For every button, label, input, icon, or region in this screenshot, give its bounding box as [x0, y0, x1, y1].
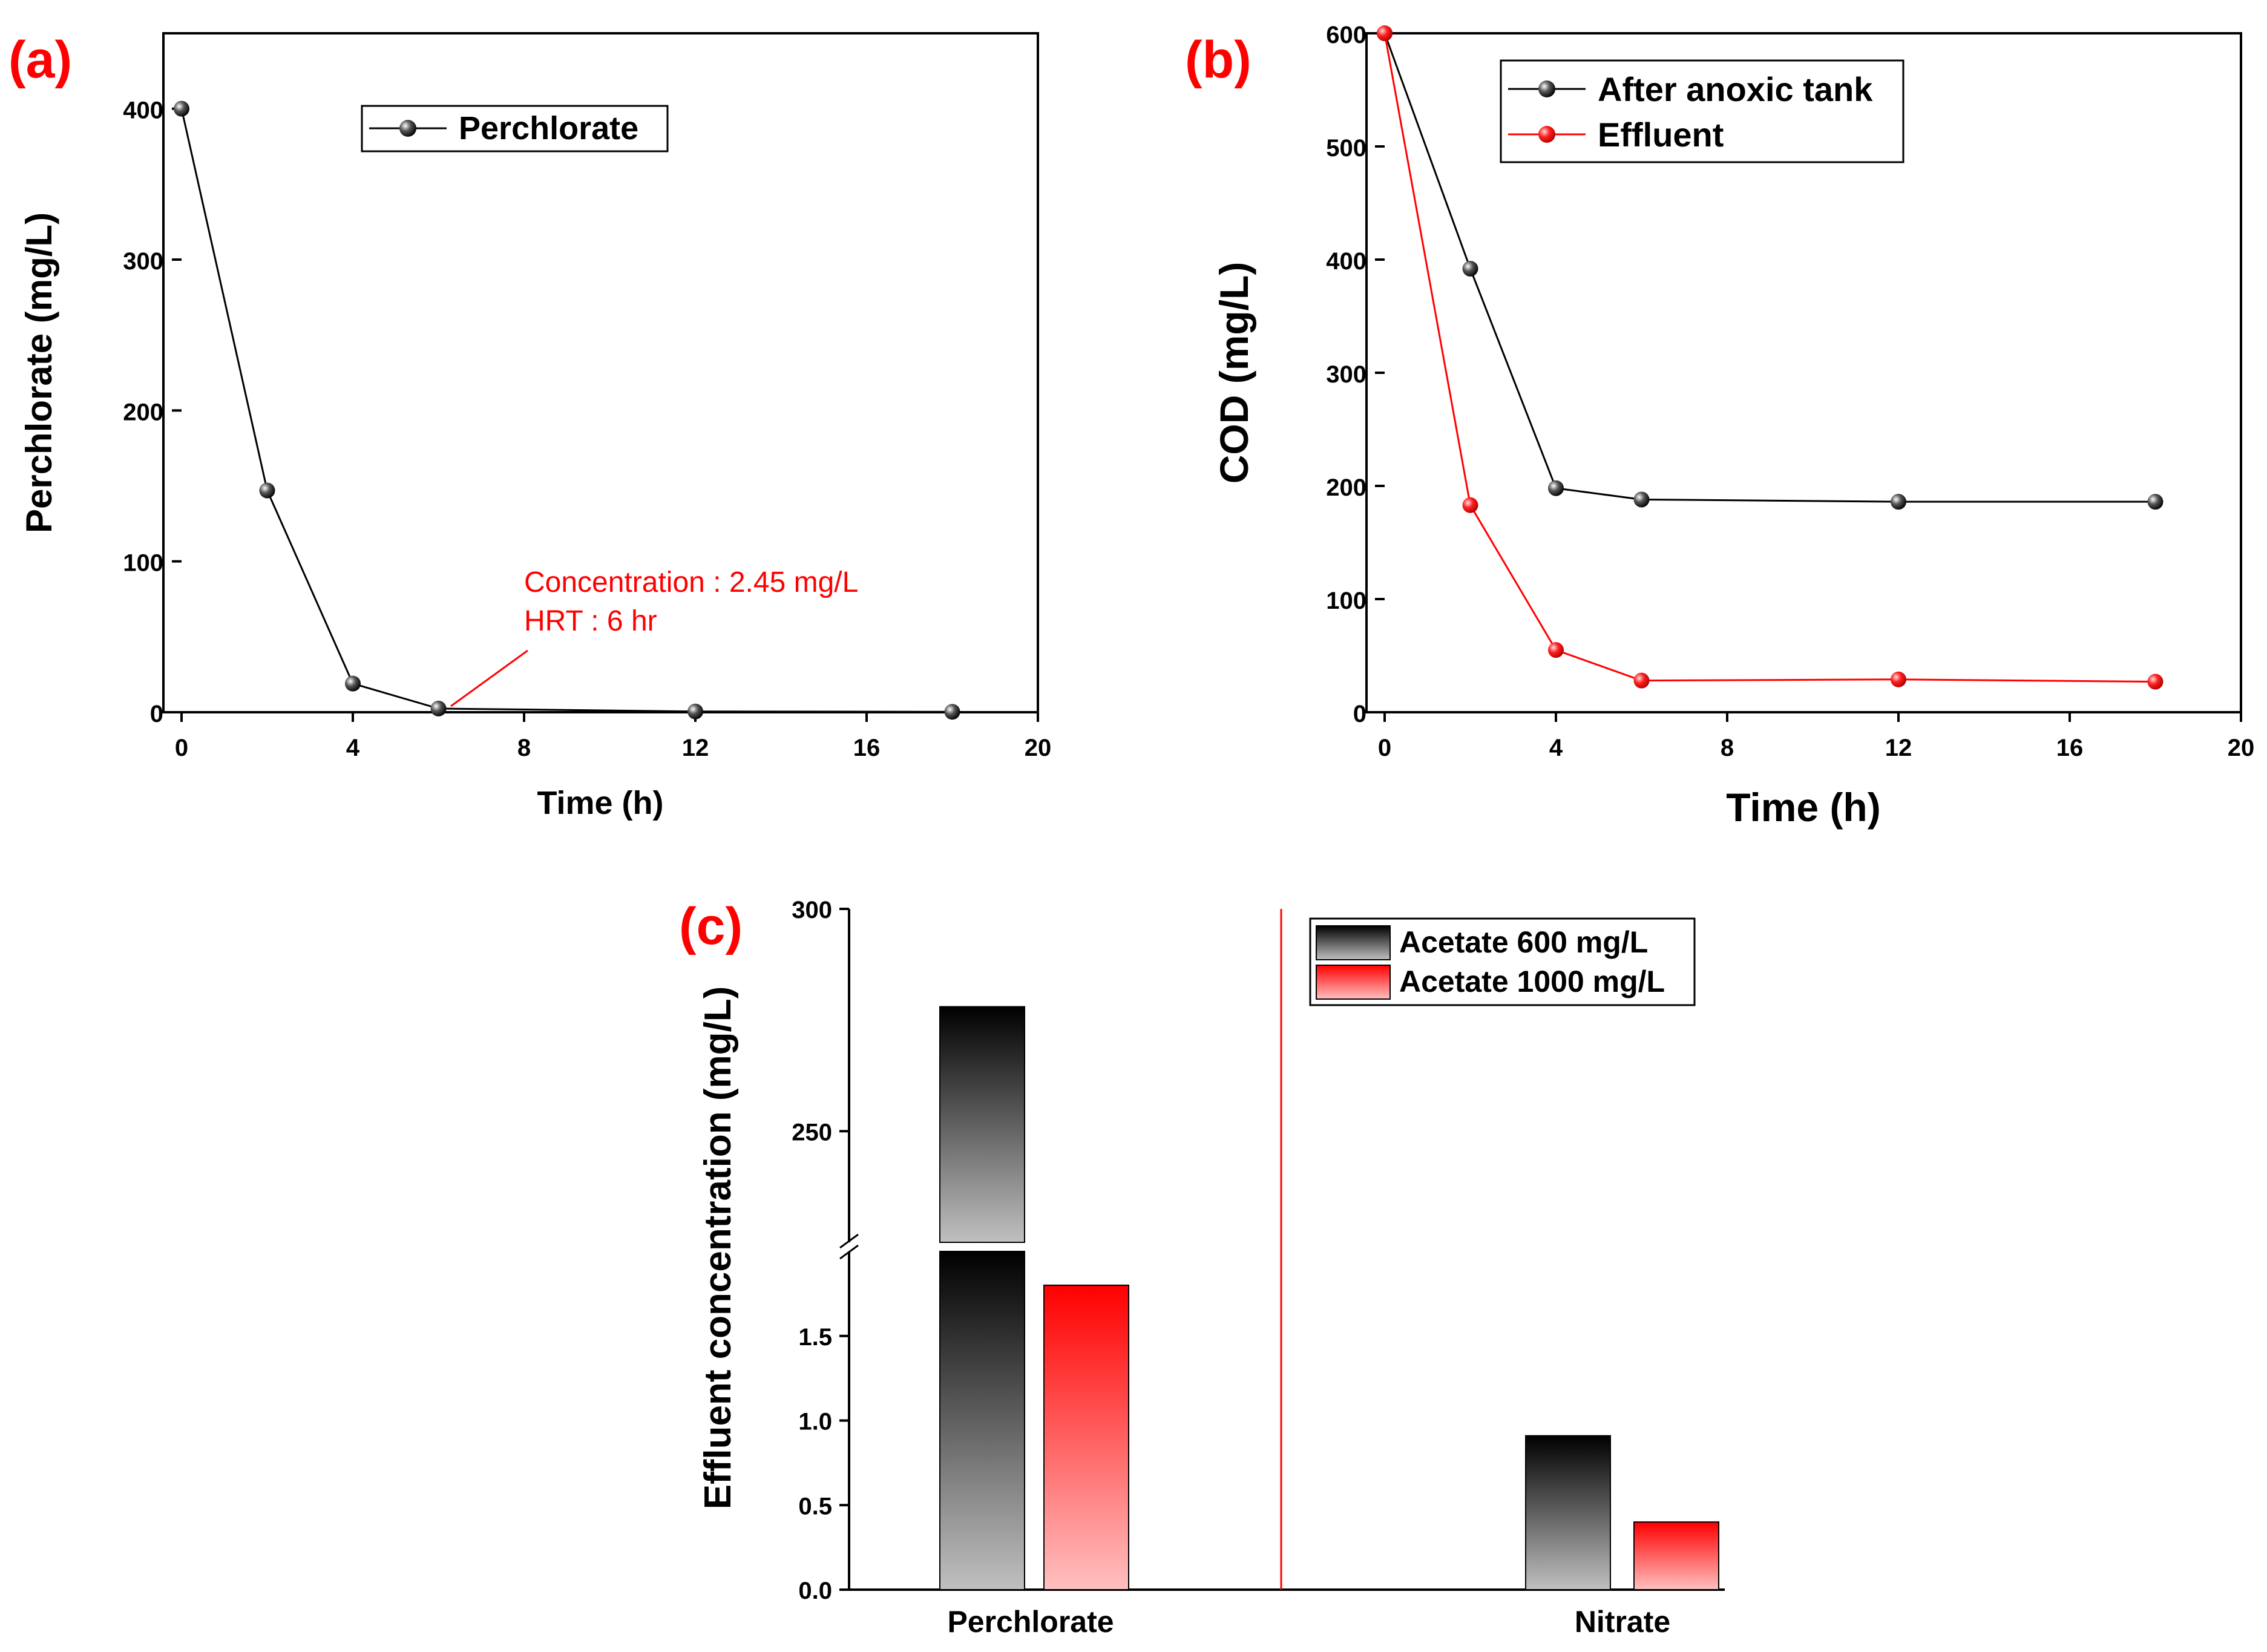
panel-b-label: (b)	[1185, 31, 1252, 89]
panel-c-ticks: 0.0 0.5 1.0 1.5 250 300	[792, 897, 849, 1604]
panel-b-series-line-1	[1383, 33, 2156, 503]
panel-c-legend-swatch-1	[1316, 925, 1391, 960]
panel-a-annotation-line-2: HRT : 6 hr	[524, 605, 657, 637]
panel-b-data-point	[1548, 480, 1564, 496]
panel-b-legend-marker-1	[1538, 80, 1555, 97]
panel-a-data-point	[944, 704, 960, 720]
panel-b-x-tick-label: 12	[1885, 735, 1912, 761]
panel-c-label: (c)	[679, 897, 743, 955]
panel-a-x-tick-label: 20	[1025, 735, 1052, 761]
panel-c-bar-nitrate-2	[1633, 1521, 1719, 1590]
panel-c-category-label-2: Nitrate	[1575, 1605, 1670, 1639]
panel-a-y-tick-label: 300	[123, 248, 163, 275]
panel-a-legend-label: Perchlorate	[459, 110, 638, 146]
panel-a-x-tick-label: 8	[517, 735, 531, 761]
panel-b-legend-label-2: Effluent	[1598, 116, 1724, 154]
panel-b-y-tick-label: 500	[1326, 135, 1366, 162]
panel-a-x-tick-label: 12	[682, 735, 709, 761]
panel-c-y-tick-label: 250	[792, 1119, 832, 1146]
panel-a-y-tick-label: 100	[123, 550, 163, 577]
panel-a-x-tick-label: 16	[853, 735, 881, 761]
panel-c-y-tick-label: 0.0	[798, 1578, 832, 1604]
panel-b-data-point	[1891, 671, 1906, 687]
panel-b-legend: After anoxic tank Effluent	[1500, 59, 1904, 163]
panel-c-category-label-1: Perchlorate	[947, 1605, 1114, 1639]
panel-c: (c) 0.0 0.5 1.0 1.5 250 300 Perchlorate Nitra…	[679, 897, 1725, 1639]
panel-c-y-tick-label: 1.0	[798, 1409, 832, 1435]
panel-b-data-point	[1462, 497, 1478, 513]
panel-a-label: (a)	[8, 31, 72, 89]
panel-b-data-point	[1548, 642, 1564, 658]
panel-b-xlabel: Time (h)	[1726, 785, 1880, 830]
panel-b-data-point	[1462, 260, 1478, 277]
panel-b-data-point	[1377, 25, 1393, 41]
panel-a-data-point	[687, 703, 703, 719]
panel-a-xlabel: Time (h)	[537, 785, 663, 821]
panel-c-ylabel: Effluent concentration (mg/L)	[697, 986, 739, 1510]
panel-b-frame	[1365, 32, 2242, 713]
panel-a-annotation-leader	[450, 649, 528, 707]
panel-a-y-tick-label: 200	[123, 399, 163, 425]
panel-a-x-tick-label: 4	[346, 735, 360, 761]
panel-a-plot	[174, 100, 960, 720]
panel-b-legend-label-1: After anoxic tank	[1598, 70, 1873, 108]
panel-b-legend-box	[1500, 59, 1904, 163]
panel-b-data-point	[1633, 491, 1650, 508]
panel-a-data-point	[345, 675, 361, 692]
panel-c-bar-nitrate-1	[1525, 1435, 1611, 1591]
panel-a-series-line-1	[180, 108, 953, 713]
panel-a-x-tick-label: 0	[175, 735, 188, 761]
panel-a-legend: Perchlorate	[361, 105, 669, 152]
panel-c-bar-perchlorate-2	[1043, 1284, 1129, 1590]
panel-b-series-line-2	[1383, 33, 2156, 683]
panel-a-ylabel: Perchlorate (mg/L)	[19, 212, 59, 533]
panel-b-y-tick-label: 0	[1353, 701, 1366, 727]
panel-b-data-point	[1891, 494, 1906, 510]
panel-c-bar-perchlorate-1-upper	[939, 1006, 1025, 1244]
panel-c-legend: Acetate 600 mg/L Acetate 1000 mg/L	[1309, 917, 1696, 1006]
panel-a-data-point	[430, 700, 447, 716]
panel-c-axis-break-1	[839, 1233, 859, 1249]
panel-a-data-point	[174, 100, 189, 117]
panel-a-annotation: Concentration : 2.45 mg/L HRT : 6 hr	[450, 566, 858, 707]
panel-b-y-tick-label: 300	[1326, 361, 1366, 388]
panel-b-data-point	[2147, 674, 2164, 690]
panel-b-x-tick-label: 20	[2228, 735, 2255, 761]
panel-c-plot	[939, 1006, 1719, 1591]
panel-b-x-tick-label: 16	[2056, 735, 2084, 761]
panel-c-bar-perchlorate-1-lower	[939, 1251, 1025, 1590]
panel-a-data-point	[259, 482, 275, 499]
panel-b-plot	[1377, 25, 2164, 690]
panel-c-y-tick-label: 0.5	[798, 1493, 832, 1519]
panel-b-y-tick-label: 100	[1326, 588, 1366, 614]
panel-c-legend-label-2: Acetate 1000 mg/L	[1399, 965, 1665, 998]
panel-c-legend-label-1: Acetate 600 mg/L	[1399, 925, 1648, 959]
panel-b-legend-marker-2	[1538, 126, 1555, 143]
panel-c-legend-swatch-2	[1316, 965, 1391, 1000]
panel-b-ylabel: COD (mg/L)	[1212, 262, 1256, 484]
panel-b-y-tick-label: 400	[1326, 248, 1366, 275]
panel-a-annotation-line-1: Concentration : 2.45 mg/L	[524, 566, 858, 598]
panel-a-y-tick-label: 400	[123, 97, 163, 124]
panel-b-x-tick-label: 0	[1378, 735, 1391, 761]
panel-b-x-tick-label: 8	[1721, 735, 1734, 761]
panel-a-y-tick-label: 0	[150, 701, 163, 727]
panel-c-y-tick-label: 300	[792, 897, 832, 923]
panel-b-y-tick-label: 200	[1326, 474, 1366, 501]
panel-a-legend-marker	[399, 120, 416, 137]
panel-b-data-point	[1633, 672, 1650, 689]
panel-b-data-point	[2147, 494, 2164, 510]
panel-c-axis-break-2	[839, 1244, 859, 1260]
panel-b-y-tick-label: 600	[1326, 22, 1366, 48]
panel-b-x-tick-label: 4	[1549, 735, 1563, 761]
panel-a-frame	[162, 32, 1039, 713]
panel-c-y-tick-label: 1.5	[798, 1324, 832, 1351]
